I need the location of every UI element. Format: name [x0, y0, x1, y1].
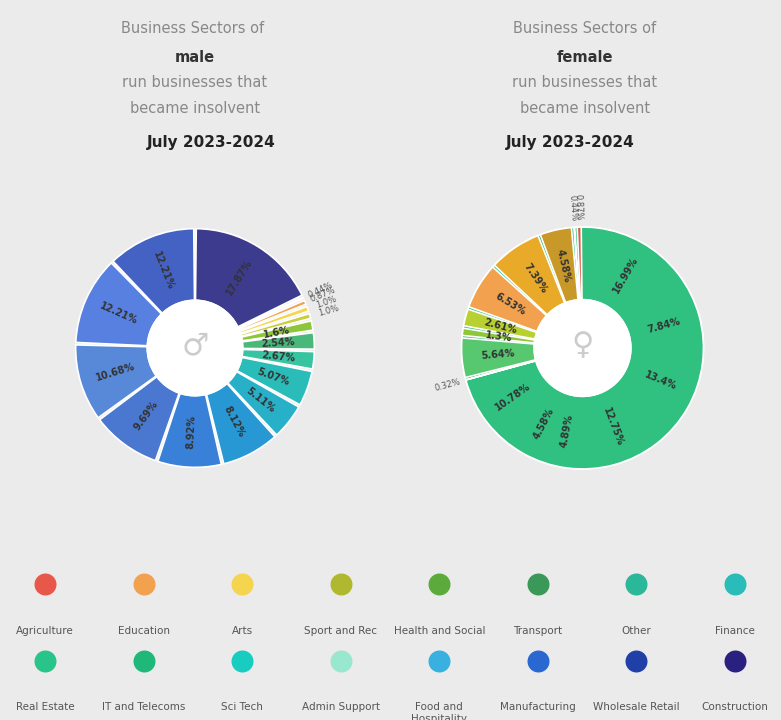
Text: 17.87%: 17.87%: [224, 258, 255, 297]
Text: Sci Tech: Sci Tech: [221, 702, 263, 712]
Text: Other: Other: [622, 626, 651, 636]
Text: July 2023-2024: July 2023-2024: [506, 135, 634, 150]
Text: male: male: [175, 50, 215, 65]
Text: 1.0%: 1.0%: [317, 304, 340, 318]
Wedge shape: [464, 309, 537, 339]
Wedge shape: [100, 377, 179, 461]
Wedge shape: [462, 227, 704, 469]
Text: 12.21%: 12.21%: [152, 250, 176, 291]
Text: 2.67%: 2.67%: [261, 350, 295, 364]
Wedge shape: [76, 345, 156, 418]
Text: Food and
Hospitality: Food and Hospitality: [412, 702, 467, 720]
Text: female: female: [557, 50, 613, 65]
Text: 1.3%: 1.3%: [484, 330, 512, 343]
Wedge shape: [574, 228, 580, 300]
Text: Admin Support: Admin Support: [301, 702, 380, 712]
Wedge shape: [240, 307, 308, 333]
Wedge shape: [195, 229, 302, 327]
Text: 9.69%: 9.69%: [132, 399, 159, 432]
Text: 5.11%: 5.11%: [244, 385, 277, 414]
Wedge shape: [469, 267, 547, 331]
Text: 0.44%: 0.44%: [568, 194, 579, 222]
Wedge shape: [76, 263, 162, 346]
Text: 1.6%: 1.6%: [263, 325, 291, 340]
Circle shape: [148, 300, 243, 396]
Text: became insolvent: became insolvent: [520, 102, 650, 116]
Text: 1.0%: 1.0%: [314, 295, 337, 310]
Text: 5.07%: 5.07%: [256, 366, 291, 387]
Wedge shape: [580, 383, 665, 469]
Wedge shape: [238, 297, 304, 328]
Text: Wholesale Retail: Wholesale Retail: [593, 702, 679, 712]
Text: 16.99%: 16.99%: [611, 255, 640, 295]
Wedge shape: [206, 384, 275, 464]
Text: 0.44%: 0.44%: [307, 280, 334, 300]
Text: Agriculture: Agriculture: [16, 626, 74, 636]
Text: 6.53%: 6.53%: [493, 292, 527, 318]
Text: 10.68%: 10.68%: [95, 362, 136, 383]
Wedge shape: [577, 227, 582, 300]
Wedge shape: [544, 394, 580, 469]
Wedge shape: [241, 321, 313, 341]
Text: IT and Telecoms: IT and Telecoms: [102, 702, 185, 712]
Circle shape: [534, 300, 631, 397]
Text: Education: Education: [118, 626, 169, 636]
Wedge shape: [241, 314, 311, 336]
Wedge shape: [158, 393, 221, 467]
Text: 4.58%: 4.58%: [531, 406, 555, 441]
Wedge shape: [616, 346, 704, 435]
Text: 0.87%: 0.87%: [574, 194, 583, 221]
Text: Manufacturing: Manufacturing: [500, 702, 576, 712]
Text: 7.84%: 7.84%: [647, 316, 682, 335]
Wedge shape: [625, 289, 704, 346]
Wedge shape: [513, 387, 566, 462]
Wedge shape: [494, 235, 565, 315]
Wedge shape: [462, 338, 536, 377]
Text: 13.4%: 13.4%: [644, 369, 678, 392]
Wedge shape: [466, 361, 554, 446]
Text: July 2023-2024: July 2023-2024: [147, 135, 275, 150]
Text: 12.21%: 12.21%: [98, 301, 139, 327]
Wedge shape: [242, 333, 315, 349]
Text: Sport and Rec: Sport and Rec: [305, 626, 377, 636]
Text: Health and Social: Health and Social: [394, 626, 485, 636]
Text: 10.78%: 10.78%: [494, 381, 533, 413]
Wedge shape: [239, 300, 306, 330]
Text: 8.92%: 8.92%: [185, 414, 197, 449]
Text: became insolvent: became insolvent: [130, 102, 260, 116]
Text: Real Estate: Real Estate: [16, 702, 74, 712]
Text: Business Sectors of: Business Sectors of: [121, 21, 269, 36]
Wedge shape: [113, 229, 194, 313]
Wedge shape: [242, 349, 314, 369]
Text: 8.12%: 8.12%: [222, 405, 247, 439]
Text: 2.61%: 2.61%: [483, 318, 518, 336]
Text: 0.32%: 0.32%: [433, 377, 461, 393]
Wedge shape: [583, 227, 687, 324]
Wedge shape: [540, 228, 578, 302]
Text: 0.87%: 0.87%: [308, 286, 337, 305]
Wedge shape: [237, 357, 312, 405]
Text: ♀: ♀: [572, 331, 594, 360]
Text: Construction: Construction: [701, 702, 769, 712]
Text: run businesses that: run businesses that: [123, 75, 268, 90]
Text: 4.89%: 4.89%: [559, 414, 575, 449]
Text: 5.64%: 5.64%: [481, 348, 515, 361]
Text: run businesses that: run businesses that: [512, 75, 658, 90]
Wedge shape: [228, 372, 299, 435]
Text: 12.75%: 12.75%: [601, 406, 625, 448]
Wedge shape: [462, 328, 535, 343]
Text: 7.39%: 7.39%: [521, 261, 548, 294]
Text: 4.58%: 4.58%: [555, 248, 572, 283]
Text: Transport: Transport: [513, 626, 562, 636]
Text: Business Sectors of: Business Sectors of: [513, 21, 657, 36]
Text: Finance: Finance: [715, 626, 755, 636]
Text: 2.54%: 2.54%: [262, 337, 295, 349]
Text: ♂: ♂: [181, 331, 209, 360]
Text: Arts: Arts: [232, 626, 253, 636]
Point: [657, 181, 669, 193]
